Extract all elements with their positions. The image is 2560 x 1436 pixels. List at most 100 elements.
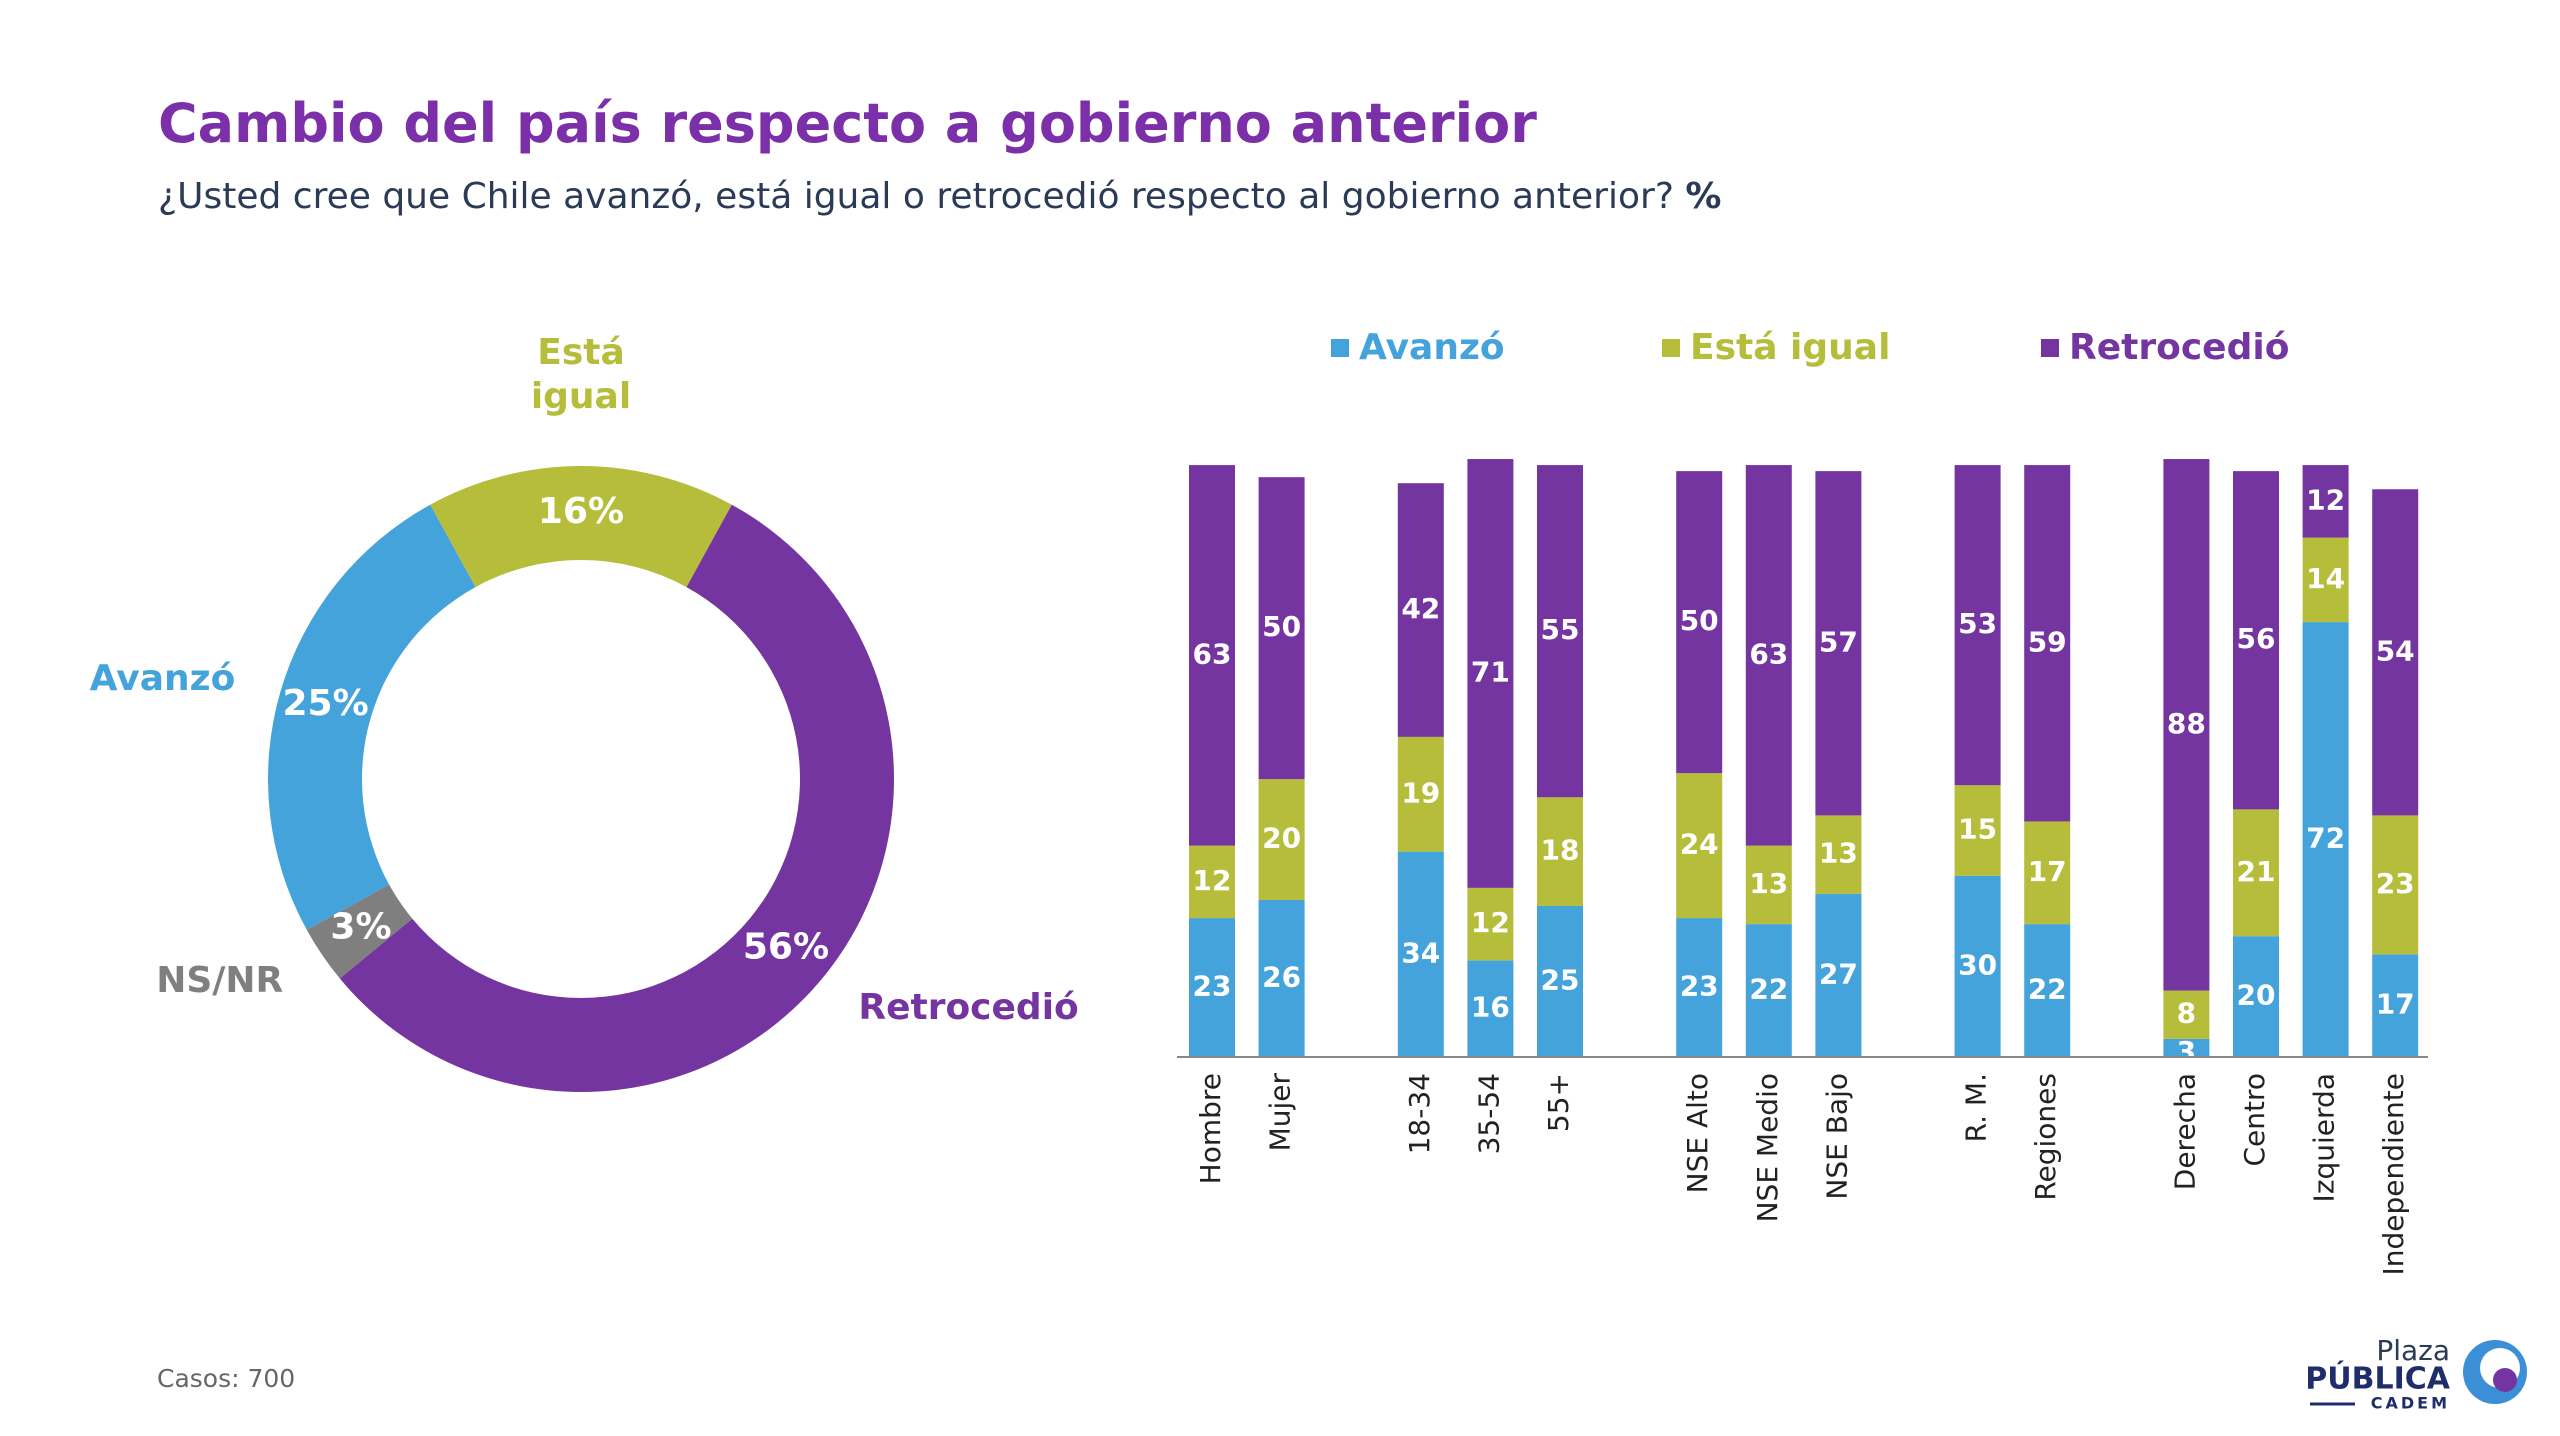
x-tick-label: 18-34 [1403,1073,1436,1154]
subtitle: ¿Usted cree que Chile avanzó, está igual… [158,176,1721,217]
bar-value-label: 72 [2306,822,2345,855]
bar-segment [1258,899,1305,1057]
bar-segment [1189,918,1235,1057]
bar-segment [2302,622,2349,1057]
bar-value-label: 27 [1819,957,1858,990]
x-tick-label: 35-54 [1472,1073,1505,1154]
bar-segment [2302,537,2349,623]
bar-segment [2372,815,2419,955]
bar-segment [1815,815,1862,894]
bar-segment [1537,465,1583,798]
bar-segment [1676,918,1723,1057]
slice-value-label: 25% [282,683,368,724]
bar-segment [1537,797,1583,906]
bar-value-label: 17 [2376,988,2415,1021]
bar-value-label: 20 [2237,979,2276,1012]
slice-category-label: Avanzó [89,657,236,699]
bar-value-label: 22 [2028,973,2067,1006]
bar-value-label: 19 [1401,776,1440,809]
bar-segment [1189,845,1235,919]
bar-segment [2024,465,2071,822]
bar-segment [2233,809,2279,937]
legend-swatch [1331,339,1349,357]
bar-value-label: 8 [2177,997,2196,1030]
x-tick-label: 55+ [1542,1073,1575,1132]
bar-segment [1954,785,2001,876]
bar-value-label: 17 [2028,855,2067,888]
bar-segment [1745,845,1792,925]
bar-value-label: 21 [2237,855,2276,888]
bar-segment [1189,465,1235,846]
bar-segment [1676,773,1723,919]
slice-category-label: NS/NR [156,960,284,1002]
slice-value-label: 3% [330,907,391,948]
x-tick-label: Hombre [1194,1073,1227,1184]
bar-value-label: 3 [2177,1035,2196,1068]
bar-value-label: 23 [1193,970,1232,1003]
bar-segment [1397,851,1444,1057]
slice-category-label: Está igual [530,332,632,418]
subtitle-unit: % [1685,176,1722,217]
donut-slice [430,465,732,588]
bar-segment [2163,990,2210,1039]
bar-value-label: 16 [1471,991,1510,1024]
bar-value-label: 12 [1471,906,1510,939]
bar-segment [1815,471,1862,816]
bar-value-label: 22 [1749,973,1788,1006]
slice-value-label: 56% [743,927,829,968]
bar-value-label: 56 [2237,622,2276,655]
bar-value-label: 25 [1541,964,1580,997]
bar-value-label: 34 [1401,936,1440,969]
logo-text: PÚBLICA [2305,1360,2451,1397]
subtitle-text: ¿Usted cree que Chile avanzó, está igual… [158,176,1674,217]
title: Cambio del país respecto a gobierno ante… [158,92,1537,155]
logo-text: CADEM [2371,1394,2450,1413]
slice-category-label: Retrocedió [858,987,1079,1029]
x-tick-label: Centro [2238,1073,2271,1167]
bar-value-label: 30 [1958,948,1997,981]
x-tick-label: R. M. [1960,1073,1993,1142]
bar-value-label: 50 [1680,604,1719,637]
bar-value-label: 13 [1749,867,1788,900]
slice-value-label: 16% [538,491,624,532]
x-tick-label: Mujer [1264,1073,1297,1152]
bar-segment [1397,483,1444,737]
x-tick-label: Derecha [2168,1073,2201,1190]
donut-slice [306,884,413,979]
bar-segment [1676,471,1723,774]
bar-value-label: 15 [1958,813,1997,846]
bar-segment [1954,875,2001,1057]
bar-value-label: 63 [1193,637,1232,670]
bar-segment [2372,954,2419,1057]
bar-segment [1537,906,1583,1057]
bar-value-label: 50 [1262,610,1301,643]
bar-segment [2163,459,2210,991]
bar-value-label: 63 [1749,637,1788,670]
bar-value-label: 54 [2376,634,2415,667]
bar-value-label: 20 [1262,822,1301,855]
x-tick-label: NSE Bajo [1820,1073,1853,1200]
logo-icon [2493,1368,2517,1392]
legend-swatch [1662,339,1680,357]
legend-label: Está igual [1690,327,1890,368]
legend-label: Avanzó [1359,327,1505,368]
bar-value-label: 88 [2167,707,2206,740]
bar-value-label: 59 [2028,625,2067,658]
bar-value-label: 23 [1680,970,1719,1003]
bar-segment [2024,821,2071,925]
cases-note: Casos: 700 [157,1364,296,1393]
bar-value-label: 13 [1819,837,1858,870]
bar-value-label: 53 [1958,607,1997,640]
bar-value-label: 26 [1262,960,1301,993]
bar-value-label: 57 [1819,625,1858,658]
bar-segment [1745,924,1792,1057]
bar-segment [1258,477,1305,780]
donut-slice [339,504,894,1093]
x-tick-label: Regiones [2029,1073,2062,1201]
bar-value-label: 23 [2376,867,2415,900]
x-tick-label: NSE Medio [1751,1073,1784,1222]
bar-segment [1467,459,1514,888]
x-tick-label: Izquierda [2308,1073,2341,1202]
bar-value-label: 18 [1541,834,1580,867]
